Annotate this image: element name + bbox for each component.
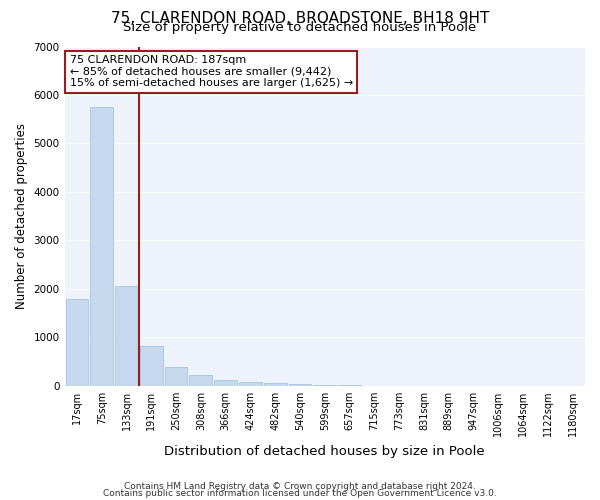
Text: Contains HM Land Registry data © Crown copyright and database right 2024.: Contains HM Land Registry data © Crown c…	[124, 482, 476, 491]
Text: 75 CLARENDON ROAD: 187sqm
← 85% of detached houses are smaller (9,442)
15% of se: 75 CLARENDON ROAD: 187sqm ← 85% of detac…	[70, 55, 353, 88]
Y-axis label: Number of detached properties: Number of detached properties	[15, 123, 28, 309]
Bar	[115, 286, 138, 386]
Bar	[164, 368, 187, 386]
Bar	[91, 107, 113, 386]
Bar	[313, 385, 336, 386]
Bar	[214, 380, 237, 386]
Bar	[264, 383, 287, 386]
Bar	[190, 374, 212, 386]
X-axis label: Distribution of detached houses by size in Poole: Distribution of detached houses by size …	[164, 444, 485, 458]
Text: 75, CLARENDON ROAD, BROADSTONE, BH18 9HT: 75, CLARENDON ROAD, BROADSTONE, BH18 9HT	[111, 11, 489, 26]
Bar	[140, 346, 163, 386]
Bar	[289, 384, 311, 386]
Text: Size of property relative to detached houses in Poole: Size of property relative to detached ho…	[124, 22, 476, 35]
Bar	[239, 382, 262, 386]
Bar	[65, 298, 88, 386]
Text: Contains public sector information licensed under the Open Government Licence v3: Contains public sector information licen…	[103, 490, 497, 498]
